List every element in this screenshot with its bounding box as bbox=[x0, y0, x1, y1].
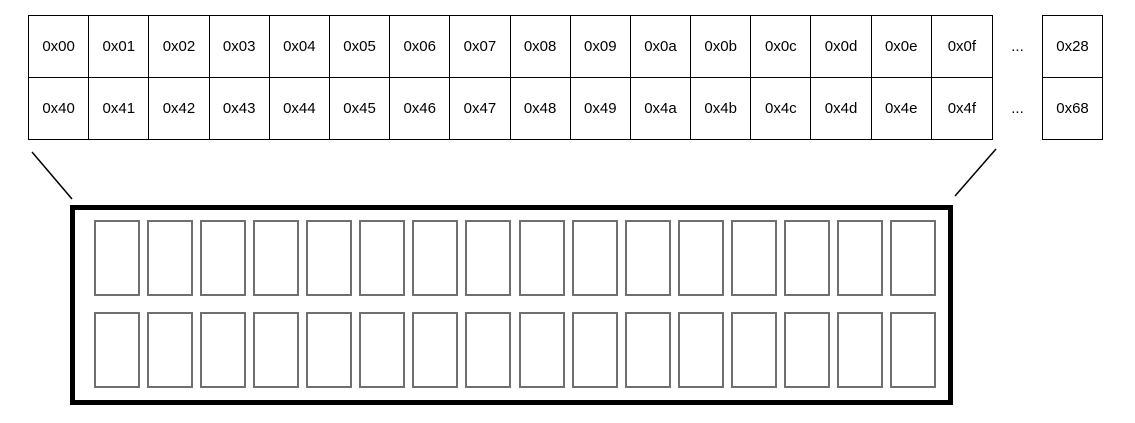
ellipsis-top: ... bbox=[1011, 37, 1024, 55]
detail-slot-row-top bbox=[94, 220, 936, 296]
detail-slot bbox=[306, 220, 353, 296]
address-cell: 0x4c bbox=[751, 77, 812, 139]
detail-slot bbox=[359, 220, 406, 296]
address-cell: 0x0a bbox=[631, 16, 692, 77]
detail-slot-row-bottom bbox=[94, 312, 936, 388]
address-cell: 0x0b bbox=[691, 16, 752, 77]
detail-slot bbox=[518, 312, 565, 388]
address-cell: 0x06 bbox=[390, 16, 451, 77]
address-table: 0x00 0x01 0x02 0x03 0x04 0x05 0x06 0x07 0x08 0x09… bbox=[28, 15, 993, 140]
address-cell: 0x07 bbox=[450, 16, 511, 77]
address-cell: 0x0d bbox=[811, 16, 872, 77]
detail-slot bbox=[730, 312, 777, 388]
address-cell: 0x0c bbox=[751, 16, 812, 77]
address-cell: 0x01 bbox=[89, 16, 150, 77]
address-cell: 0x03 bbox=[210, 16, 270, 77]
address-cell: 0x02 bbox=[149, 16, 210, 77]
address-cell: 0x08 bbox=[511, 16, 571, 77]
address-cell: 0x44 bbox=[270, 77, 330, 139]
address-cell: 0x4d bbox=[811, 77, 872, 139]
address-cell: 0x00 bbox=[29, 16, 90, 77]
detail-slot bbox=[783, 220, 830, 296]
detail-slot bbox=[677, 220, 724, 296]
detail-slot bbox=[253, 220, 300, 296]
detail-slot bbox=[571, 220, 618, 296]
ellipsis-column: ... ... bbox=[993, 15, 1042, 140]
address-cell: 0x4a bbox=[631, 77, 692, 139]
tail-address-cell-top: 0x28 bbox=[1043, 16, 1102, 78]
address-cell: 0x48 bbox=[511, 77, 571, 139]
address-cell: 0x04 bbox=[270, 16, 330, 77]
detail-box bbox=[70, 205, 953, 405]
detail-slot bbox=[94, 312, 140, 388]
address-cell: 0x0f bbox=[947, 37, 977, 55]
detail-slot bbox=[94, 220, 140, 296]
address-cell: 0x46 bbox=[390, 77, 451, 139]
address-cell: 0x4e bbox=[872, 77, 932, 139]
address-cell: 0x0e bbox=[872, 16, 932, 77]
address-cell: 0x4f bbox=[947, 99, 977, 117]
detail-slot bbox=[465, 220, 512, 296]
detail-slot bbox=[836, 312, 883, 388]
detail-slot bbox=[306, 312, 353, 388]
tail-address-box: 0x28 0x68 bbox=[1042, 15, 1103, 140]
address-cell: 0x49 bbox=[571, 77, 631, 139]
address-cell: 0x42 bbox=[149, 77, 210, 139]
detail-slot bbox=[889, 312, 936, 388]
tail-address-cell-bottom: 0x68 bbox=[1056, 99, 1089, 117]
address-cell: 0x45 bbox=[330, 77, 391, 139]
ellipsis-bottom: ... bbox=[1011, 100, 1024, 118]
address-table-row-bottom: 0x40 0x41 0x42 0x43 0x44 0x45 0x46 0x47 0x48 0x49… bbox=[29, 77, 992, 139]
address-cell: 0x47 bbox=[450, 77, 511, 139]
detail-slot bbox=[200, 220, 247, 296]
address-cell: 0x09 bbox=[571, 16, 631, 77]
detail-slot bbox=[412, 220, 459, 296]
detail-slot bbox=[889, 220, 936, 296]
detail-slot bbox=[730, 220, 777, 296]
detail-slot bbox=[147, 220, 194, 296]
detail-slot bbox=[571, 312, 618, 388]
address-cell: 0x41 bbox=[89, 77, 150, 139]
detail-slot bbox=[518, 220, 565, 296]
left-connector-line bbox=[31, 151, 73, 200]
detail-slot bbox=[253, 312, 300, 388]
detail-slot bbox=[783, 312, 830, 388]
detail-slot bbox=[359, 312, 406, 388]
detail-slot bbox=[624, 312, 671, 388]
detail-slot bbox=[677, 312, 724, 388]
detail-slot bbox=[624, 220, 671, 296]
address-cell: 0x4b bbox=[691, 77, 752, 139]
detail-slot bbox=[147, 312, 194, 388]
address-cell: 0x43 bbox=[210, 77, 270, 139]
address-table-row-top: 0x00 0x01 0x02 0x03 0x04 0x05 0x06 0x07 0x08 0x09… bbox=[29, 16, 992, 78]
detail-slot bbox=[412, 312, 459, 388]
right-connector-line bbox=[954, 148, 997, 197]
address-cell: 0x05 bbox=[330, 16, 391, 77]
address-cell: 0x40 bbox=[29, 77, 90, 139]
detail-slot bbox=[836, 220, 883, 296]
detail-slot bbox=[200, 312, 247, 388]
detail-slot bbox=[465, 312, 512, 388]
